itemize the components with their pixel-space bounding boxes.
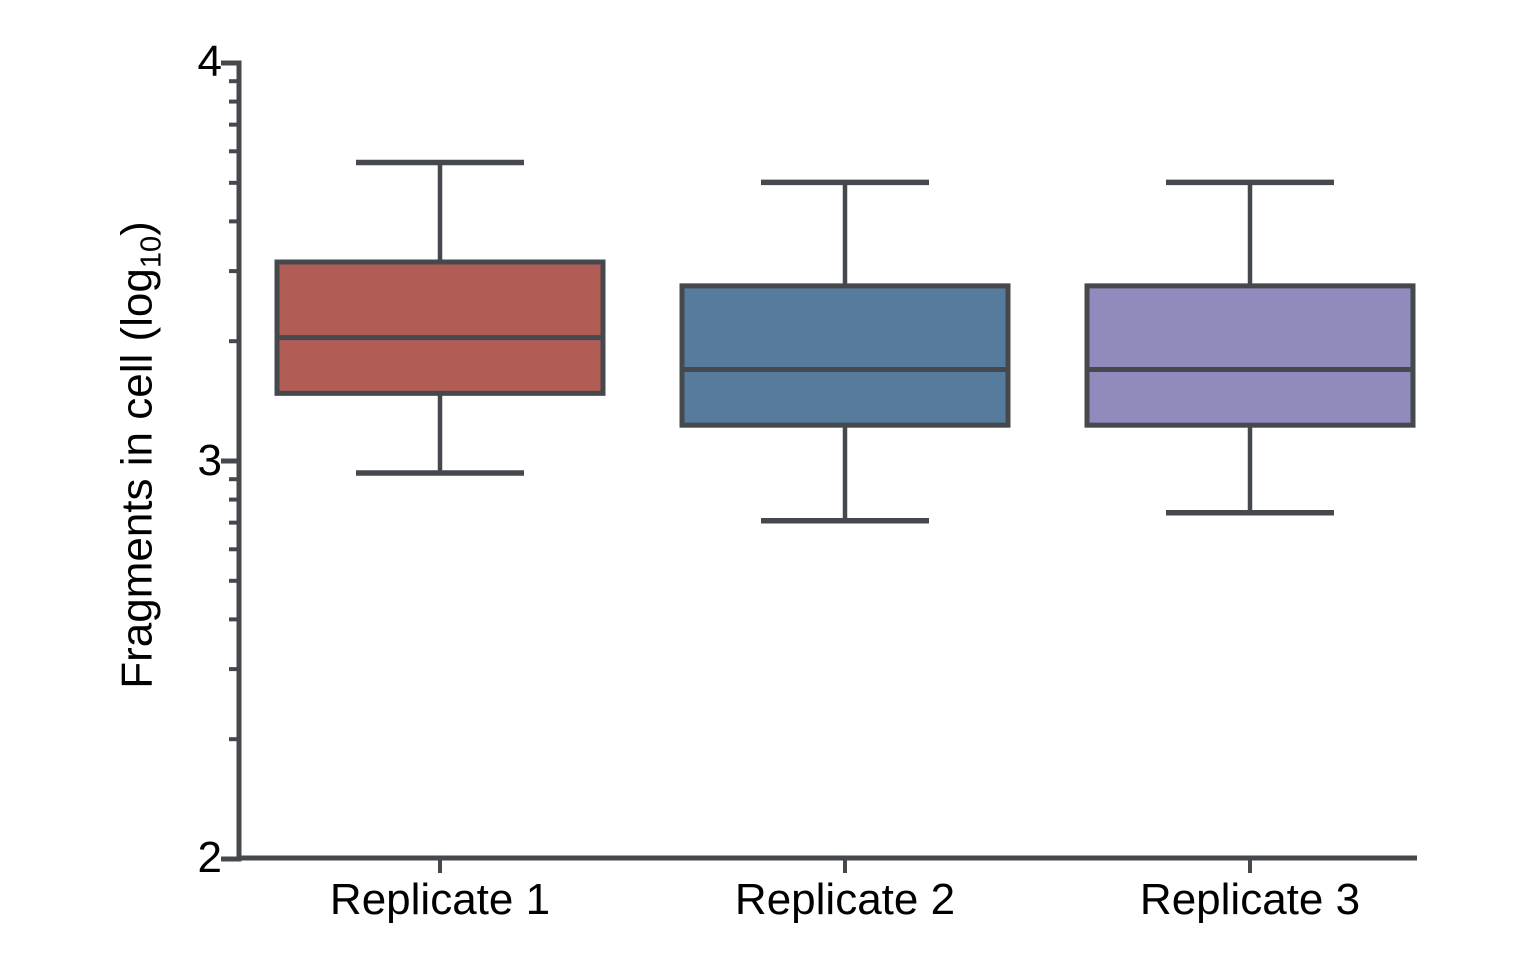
iqr-box-replicate-3 bbox=[1084, 283, 1416, 428]
y-tick-label-4: 4 bbox=[197, 37, 222, 87]
y-axis-title-suffix: ) bbox=[112, 221, 162, 236]
iqr-box-replicate-2 bbox=[679, 283, 1011, 428]
iqr-box-replicate-1 bbox=[274, 259, 606, 396]
y-axis-title-subscript: 10 bbox=[135, 235, 168, 269]
y-tick-label-3: 3 bbox=[197, 436, 222, 486]
x-tick-label-replicate-2: Replicate 2 bbox=[734, 875, 956, 924]
y-tick-label-2: 2 bbox=[197, 833, 222, 883]
x-tick-label-replicate-1: Replicate 1 bbox=[329, 875, 551, 924]
x-tick-label-replicate-3: Replicate 3 bbox=[1139, 875, 1361, 924]
